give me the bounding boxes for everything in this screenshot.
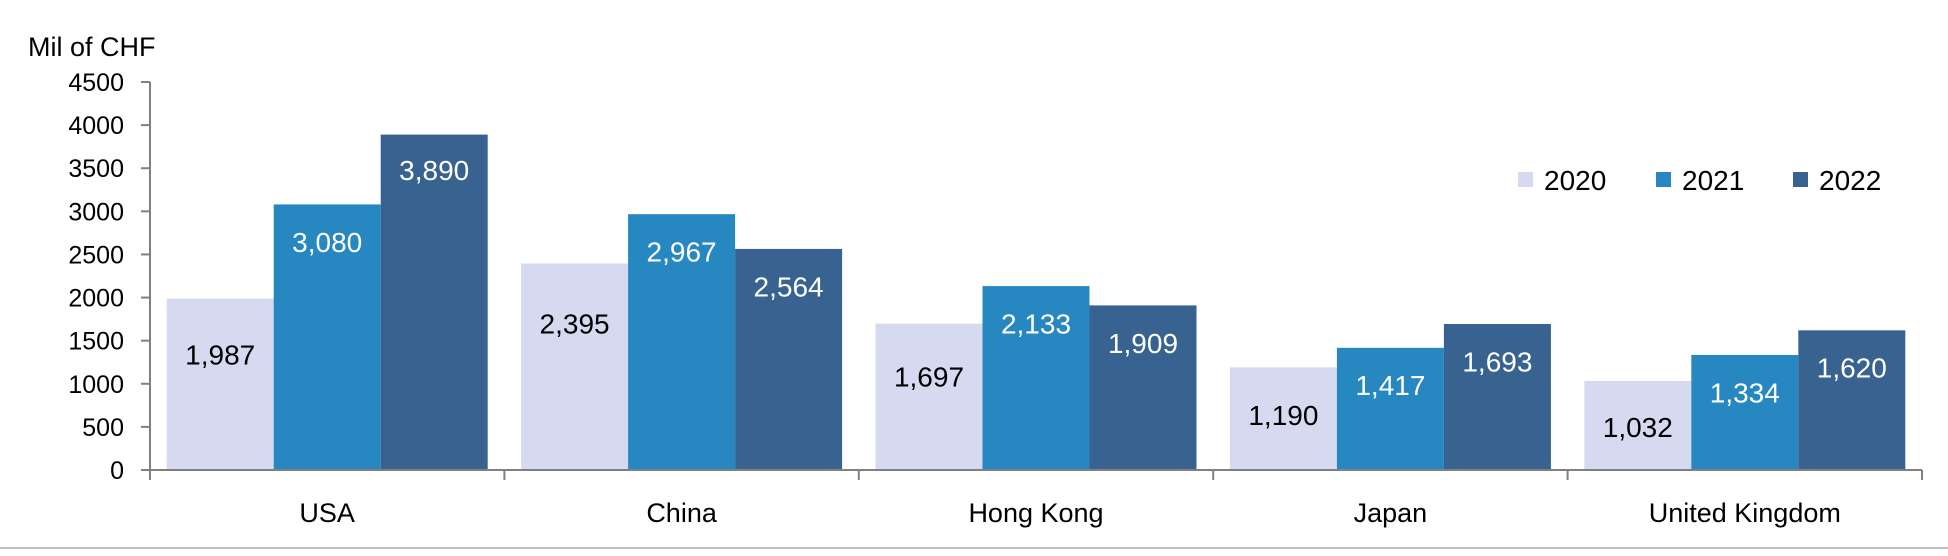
bar-2021 [1336, 347, 1444, 470]
data-label-2020: 1,032 [1603, 412, 1673, 443]
y-tick-label: 3000 [68, 198, 124, 226]
bar-2022 [380, 134, 488, 470]
y-tick-label: 3500 [68, 155, 124, 183]
y-axis-ticks: 0 500 1000 1500 2000 2500 3000 3500 4000 4500 [68, 69, 150, 485]
bars [166, 134, 1906, 471]
data-label-2022: 3,890 [399, 155, 469, 186]
legend-swatch-2022 [1793, 172, 1808, 187]
bar-2021 [982, 286, 1090, 470]
y-tick-label: 4500 [68, 69, 124, 97]
data-label-2021: 2,967 [647, 237, 717, 268]
y-tick-label: 1500 [68, 328, 124, 356]
bar-2020 [521, 263, 629, 470]
x-category-label: China [646, 498, 718, 528]
bar-2020 [1584, 381, 1692, 470]
bar-2020 [1229, 367, 1337, 470]
y-tick-label: 1000 [68, 371, 124, 399]
y-tick-label: 4000 [68, 112, 124, 140]
data-label-2022: 1,909 [1108, 328, 1178, 359]
data-label-2020: 1,697 [894, 362, 964, 393]
bar-2022 [1089, 305, 1197, 470]
y-tick-label: 2000 [68, 285, 124, 313]
x-axis-categories: USA China Hong Kong Japan United Kingdom [299, 498, 1840, 528]
legend: 2020 2021 2022 [1518, 165, 1881, 196]
data-label-2021: 3,080 [292, 227, 362, 258]
bar-2020 [166, 298, 274, 470]
bar-2022 [735, 248, 843, 470]
data-labels: 1,987 3,080 3,890 2,395 2,967 2,564 1,697 2,133… [185, 155, 1887, 443]
x-category-label: United Kingdom [1649, 498, 1841, 528]
bar-2022 [1798, 330, 1906, 470]
x-category-label: Hong Kong [968, 498, 1103, 528]
data-label-2021: 1,334 [1710, 377, 1780, 408]
bar-2021 [628, 214, 736, 470]
y-axis-unit-label: Mil of CHF [28, 32, 156, 62]
legend-swatch-2021 [1656, 172, 1671, 187]
data-label-2020: 1,190 [1248, 400, 1318, 431]
data-label-2021: 1,417 [1355, 370, 1425, 401]
x-category-label: Japan [1354, 498, 1428, 528]
y-tick-label: 500 [82, 414, 124, 442]
bar-2022 [1443, 324, 1551, 470]
axes [149, 82, 1923, 480]
data-label-2020: 2,395 [540, 309, 610, 340]
bar-2020 [875, 323, 983, 470]
y-tick-label: 2500 [68, 241, 124, 269]
legend-label-2020: 2020 [1544, 165, 1606, 196]
data-label-2020: 1,987 [185, 340, 255, 371]
y-tick-label: 0 [110, 457, 124, 485]
data-label-2022: 2,564 [754, 271, 824, 302]
data-label-2022: 1,693 [1462, 346, 1532, 377]
x-category-label: USA [299, 498, 355, 528]
bar-2021 [1691, 354, 1799, 470]
bar-2021 [273, 204, 381, 471]
data-label-2021: 2,133 [1001, 308, 1071, 339]
legend-swatch-2020 [1518, 172, 1533, 187]
data-label-2022: 1,620 [1817, 353, 1887, 384]
legend-label-2022: 2022 [1819, 165, 1881, 196]
legend-label-2021: 2021 [1682, 165, 1744, 196]
